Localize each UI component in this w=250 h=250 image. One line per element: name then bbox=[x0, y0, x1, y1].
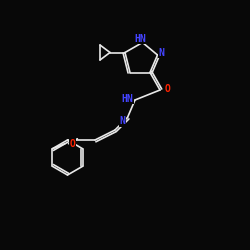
Text: N: N bbox=[158, 48, 164, 58]
Text: HN: HN bbox=[122, 94, 134, 104]
Text: O: O bbox=[164, 84, 170, 94]
Text: O: O bbox=[70, 139, 75, 149]
Text: HN: HN bbox=[134, 34, 146, 44]
Text: N: N bbox=[120, 116, 126, 126]
